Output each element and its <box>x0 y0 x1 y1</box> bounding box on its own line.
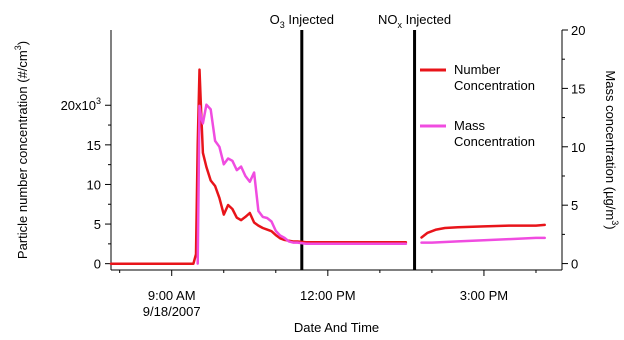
y-right-tick-label: 10 <box>571 140 585 155</box>
legend-label: Mass <box>454 118 486 133</box>
y-left-axis-title: Particle number concentration (#/cm3) <box>13 41 30 259</box>
y-left-tick-label: 0 <box>94 257 101 272</box>
x-tick-label: 12:00 PM <box>300 288 356 303</box>
legend-label: Concentration <box>454 78 535 93</box>
injection-label: O3 Injected <box>270 12 334 30</box>
y-right-tick-label: 5 <box>571 198 578 213</box>
y-left-tick-label: 10 <box>87 177 101 192</box>
x-axis-title: Date And Time <box>294 320 379 335</box>
series-line-mass-concentration <box>420 236 546 244</box>
y-right-tick-label: 20 <box>571 23 585 38</box>
x-tick-label: 9:00 AM <box>148 288 196 303</box>
y-right-tick-label: 0 <box>571 257 578 272</box>
y-right-axis-title: Mass concentration (µg/m3) <box>603 70 620 229</box>
series-line-mass-concentration <box>196 103 408 265</box>
series-line-number-concentration <box>109 68 408 265</box>
y-left-tick-label: 15 <box>87 138 101 153</box>
axes-layer: 0 5 10 15 20x103 0 5 10 15 20 9:00 AM9/18/2007 12:0… <box>13 23 620 335</box>
x-tick-sublabel: 9/18/2007 <box>143 304 201 319</box>
legend-label: Number <box>454 62 501 77</box>
x-tick-label: 3:00 PM <box>460 288 508 303</box>
y-left-tick-label: 20x103 <box>61 96 101 113</box>
series-line-number-concentration <box>420 223 546 239</box>
legend-label: Concentration <box>454 134 535 149</box>
y-left-tick-label: 5 <box>94 217 101 232</box>
series-layer <box>109 68 546 265</box>
y-right-tick-label: 15 <box>571 81 585 96</box>
annotation-layer: O3 Injected NOx Injected <box>270 12 451 270</box>
injection-label: NOx Injected <box>378 12 451 30</box>
